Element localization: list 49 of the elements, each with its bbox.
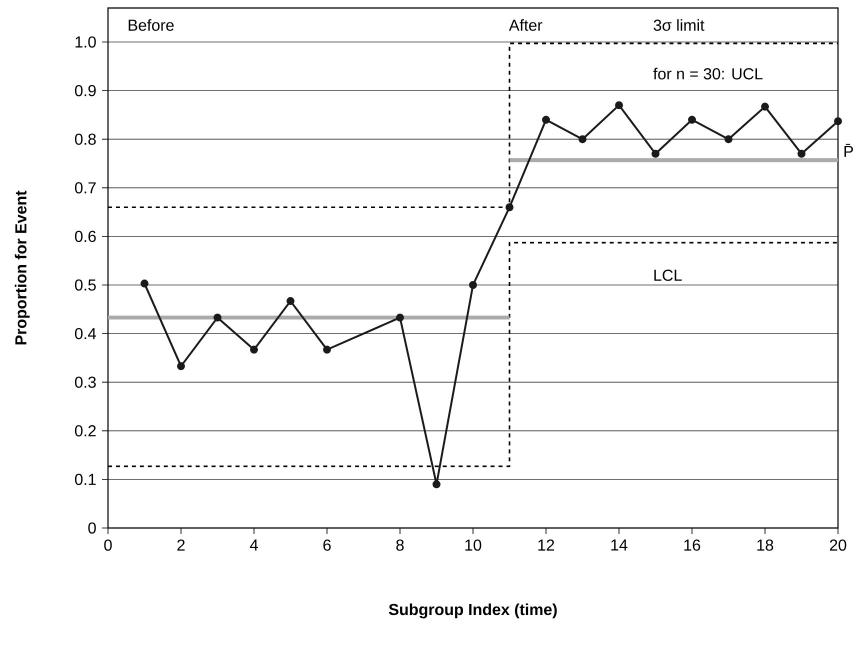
y-tick-label: 0.5 (74, 279, 96, 291)
x-tick-label: 16 (684, 539, 700, 551)
x-axis-title: Subgroup Index (time) (388, 603, 557, 618)
point (469, 281, 477, 289)
y-tick-label: 0 (88, 522, 96, 534)
x-tick-label: 8 (396, 539, 404, 551)
y-axis-title: Proportion for Event (14, 190, 30, 344)
point (323, 346, 331, 354)
x-tick-label: 4 (250, 539, 258, 550)
x-tick-label: 6 (323, 539, 331, 551)
point (542, 116, 550, 124)
point (724, 135, 732, 144)
y-tick-label: 0.9 (74, 84, 96, 96)
x-tick-label: 0 (104, 539, 112, 551)
x-tick-label: 18 (757, 539, 774, 551)
x-tick-label: 12 (538, 539, 554, 551)
y-tick-label: 0.8 (74, 134, 96, 145)
annotation: After (508, 19, 542, 31)
y-tick-label: 0.7 (74, 182, 96, 194)
x-tick-label: 14 (611, 539, 628, 550)
point (177, 362, 185, 370)
point (432, 480, 440, 488)
y-tick-label: 1.0 (76, 36, 96, 48)
annotation: for n = 30: UCL (653, 68, 763, 80)
point (652, 150, 660, 158)
y-tick-label: 0.2 (74, 425, 96, 436)
x-tick-label: 2 (177, 539, 185, 551)
annotation: Before (128, 19, 174, 31)
point (506, 203, 514, 212)
point (615, 101, 623, 110)
point (140, 280, 148, 288)
point (761, 102, 769, 111)
annotation: 3σ limit (654, 19, 704, 31)
point (688, 116, 696, 124)
x-tick-label: 20 (830, 539, 846, 551)
point (250, 346, 258, 354)
point (396, 314, 404, 322)
y-tick-label: 0.6 (74, 230, 96, 242)
annotation: LCL (654, 270, 682, 281)
point (214, 314, 222, 322)
y-tick-label: 0.1 (74, 474, 96, 486)
y-tick-label: 0.3 (74, 376, 96, 388)
point (834, 117, 842, 126)
point (286, 297, 294, 306)
annotation: P̄ (844, 144, 853, 157)
point (578, 135, 586, 144)
point (798, 150, 806, 158)
x-tick-label: 10 (465, 539, 482, 551)
y-tick-label: 0.4 (74, 328, 96, 340)
